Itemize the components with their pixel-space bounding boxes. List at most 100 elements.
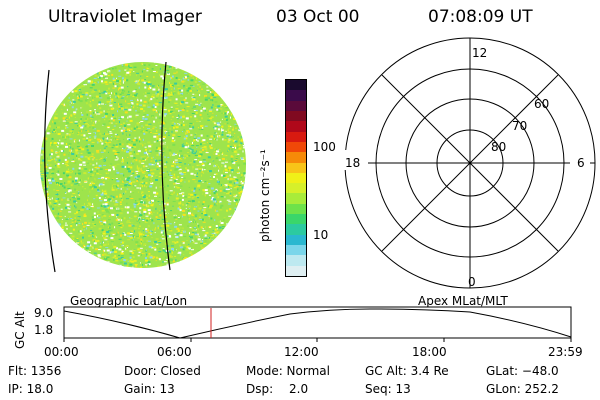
speckle-pixel bbox=[209, 138, 213, 140]
speckle-pixel bbox=[150, 182, 154, 185]
speckle-pixel bbox=[134, 137, 137, 139]
speckle-pixel bbox=[128, 222, 132, 223]
speckle-pixel bbox=[106, 231, 110, 233]
speckle-pixel bbox=[226, 193, 229, 195]
speckle-pixel bbox=[176, 165, 180, 168]
speckle-pixel bbox=[132, 163, 134, 165]
speckle-pixel bbox=[170, 106, 173, 108]
speckle-pixel bbox=[105, 91, 107, 93]
speckle-pixel bbox=[122, 224, 124, 227]
speckle-pixel bbox=[224, 196, 226, 198]
speckle-pixel bbox=[101, 216, 103, 219]
speckle-pixel bbox=[179, 193, 182, 195]
speckle-pixel bbox=[158, 133, 161, 136]
speckle-pixel bbox=[156, 139, 159, 142]
speckle-pixel bbox=[227, 111, 229, 114]
speckle-pixel bbox=[127, 265, 129, 268]
speckle-pixel bbox=[139, 249, 143, 252]
speckle-pixel bbox=[118, 88, 119, 91]
speckle-pixel bbox=[144, 86, 147, 89]
speckle-pixel bbox=[60, 142, 64, 145]
speckle-pixel bbox=[72, 147, 74, 150]
speckle-pixel bbox=[86, 118, 89, 120]
info-ip: IP: 18.0 bbox=[8, 382, 54, 396]
speckle-pixel bbox=[141, 254, 142, 256]
speckle-pixel bbox=[130, 183, 132, 185]
speckle-pixel bbox=[102, 134, 105, 136]
speckle-pixel bbox=[172, 126, 175, 129]
speckle-pixel bbox=[199, 151, 202, 153]
speckle-pixel bbox=[220, 121, 222, 123]
speckle-pixel bbox=[173, 152, 176, 155]
speckle-pixel bbox=[145, 151, 147, 154]
speckle-pixel bbox=[100, 232, 102, 234]
speckle-pixel bbox=[234, 132, 236, 134]
speckle-pixel bbox=[161, 172, 165, 174]
speckle-pixel bbox=[62, 120, 66, 122]
speckle-pixel bbox=[78, 191, 80, 193]
speckle-pixel bbox=[77, 197, 81, 200]
colorbar-band bbox=[286, 90, 306, 101]
speckle-pixel bbox=[82, 128, 84, 131]
speckle-pixel bbox=[50, 155, 51, 157]
speckle-pixel bbox=[229, 112, 231, 114]
speckle-pixel bbox=[77, 97, 80, 99]
speckle-pixel bbox=[77, 170, 79, 172]
speckle-pixel bbox=[236, 172, 239, 173]
speckle-pixel bbox=[225, 117, 227, 119]
speckle-pixel bbox=[118, 103, 119, 106]
polar-label-18: 18 bbox=[345, 156, 361, 170]
speckle-pixel bbox=[110, 163, 113, 165]
speckle-pixel bbox=[67, 157, 70, 159]
speckle-pixel bbox=[50, 144, 52, 147]
speckle-pixel bbox=[110, 199, 112, 202]
speckle-pixel bbox=[74, 205, 76, 208]
speckle-pixel bbox=[197, 223, 199, 225]
speckle-pixel bbox=[77, 133, 79, 135]
speckle-pixel bbox=[185, 204, 187, 206]
speckle-pixel bbox=[42, 187, 46, 190]
speckle-pixel bbox=[143, 236, 147, 237]
speckle-pixel bbox=[100, 258, 103, 260]
speckle-pixel bbox=[148, 172, 150, 174]
speckle-pixel bbox=[234, 180, 237, 183]
speckle-pixel bbox=[199, 94, 201, 97]
speckle-pixel bbox=[143, 114, 147, 116]
speckle-pixel bbox=[243, 172, 246, 175]
speckle-pixel bbox=[159, 172, 162, 175]
speckle-pixel bbox=[119, 193, 122, 196]
speckle-pixel bbox=[46, 175, 47, 177]
speckle-pixel bbox=[69, 130, 73, 132]
speckle-pixel bbox=[216, 139, 218, 141]
speckle-pixel bbox=[240, 182, 244, 185]
speckle-pixel bbox=[142, 158, 145, 161]
speckle-pixel bbox=[181, 155, 183, 157]
speckle-pixel bbox=[127, 207, 129, 209]
speckle-pixel bbox=[44, 166, 48, 168]
speckle-pixel bbox=[211, 199, 214, 201]
speckle-pixel bbox=[152, 203, 155, 205]
speckle-pixel bbox=[91, 119, 92, 122]
speckle-pixel bbox=[165, 202, 169, 204]
speckle-pixel bbox=[67, 168, 69, 170]
speckle-pixel bbox=[145, 124, 149, 126]
speckle-pixel bbox=[132, 139, 136, 142]
speckle-pixel bbox=[93, 136, 95, 138]
speckle-pixel bbox=[72, 171, 73, 173]
speckle-pixel bbox=[228, 188, 230, 190]
speckle-pixel bbox=[234, 149, 238, 151]
speckle-pixel bbox=[200, 242, 204, 244]
speckle-pixel bbox=[121, 186, 124, 188]
speckle-pixel bbox=[148, 145, 152, 148]
speckle-pixel bbox=[138, 231, 142, 234]
speckle-pixel bbox=[144, 220, 148, 223]
speckle-pixel bbox=[231, 113, 232, 116]
info-flight: Flt: 1356 bbox=[8, 364, 62, 378]
speckle-pixel bbox=[147, 263, 149, 266]
speckle-pixel bbox=[190, 79, 194, 82]
speckle-pixel bbox=[66, 175, 68, 177]
speckle-pixel bbox=[112, 166, 115, 169]
speckle-pixel bbox=[218, 166, 219, 168]
speckle-pixel bbox=[116, 247, 118, 250]
speckle-pixel bbox=[150, 160, 153, 162]
